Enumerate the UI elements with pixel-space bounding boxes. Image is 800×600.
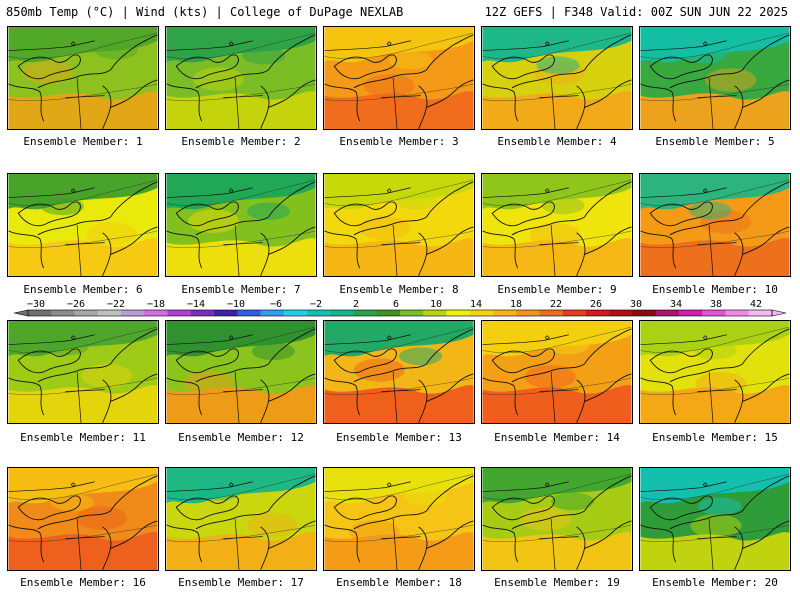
ensemble-member-caption: Ensemble Member: 7: [181, 283, 301, 296]
colorbar-swatch: [586, 310, 610, 316]
ensemble-member-map: [481, 467, 633, 571]
colorbar-max-arrow: [771, 309, 786, 317]
colorbar-tick-label: −18: [147, 299, 165, 310]
colorbar-swatch: [28, 310, 52, 316]
ensemble-member-map: [481, 26, 633, 130]
colorbar-swatch: [283, 310, 308, 316]
colorbar-tick-label: 38: [710, 299, 722, 310]
ensemble-member-map: [481, 173, 633, 277]
colorbar-swatch: [190, 310, 215, 316]
temperature-colorbar: −30 −26 −22 −18 −14 −10 −6 −2 2 6 10 14 18 22 26 30 34 38…: [14, 299, 786, 317]
ensemble-member-caption: Ensemble Member: 9: [497, 283, 617, 296]
colorbar-tick-label: 30: [630, 299, 642, 310]
colorbar-swatch: [121, 310, 145, 316]
colorbar-swatch: [562, 310, 587, 316]
ensemble-member-caption: Ensemble Member: 16: [20, 576, 146, 589]
ensemble-member-map: [323, 26, 475, 130]
colorbar-swatch: [307, 310, 331, 316]
colorbar-tick-label: −2: [310, 299, 322, 310]
ensemble-member-caption: Ensemble Member: 5: [655, 135, 775, 148]
colorbar-swatch: [679, 310, 703, 316]
ensemble-member-map: [7, 320, 159, 424]
colorbar-tick-label: −26: [67, 299, 85, 310]
colorbar-swatch: [376, 310, 401, 316]
ensemble-member-map: [165, 26, 317, 130]
colorbar-swatch: [260, 310, 285, 316]
colorbar-swatch: [237, 310, 261, 316]
colorbar-tick-label: 6: [393, 299, 399, 310]
ensemble-member-caption: Ensemble Member: 2: [181, 135, 301, 148]
colorbar-swatch: [330, 310, 354, 316]
ensemble-member-caption: Ensemble Member: 6: [23, 283, 143, 296]
ensemble-member-map: [639, 467, 791, 571]
ensemble-member-map: [323, 320, 475, 424]
ensemble-member-map: [165, 173, 317, 277]
ensemble-member-map: [7, 467, 159, 571]
ensemble-member-map: [165, 320, 317, 424]
colorbar-tick-label: 26: [590, 299, 602, 310]
colorbar-tick-label: 14: [470, 299, 482, 310]
colorbar-swatch: [632, 310, 657, 316]
colorbar-tick-label: −22: [107, 299, 125, 310]
colorbar-tick-label: 34: [670, 299, 682, 310]
colorbar-swatch: [214, 310, 238, 316]
ensemble-member-map: [481, 320, 633, 424]
colorbar-swatch: [539, 310, 564, 316]
ensemble-member-map: [639, 173, 791, 277]
colorbar-swatch: [97, 310, 122, 316]
colorbar-min-arrow: [14, 309, 29, 317]
colorbar-swatch: [167, 310, 192, 316]
colorbar-swatch: [748, 310, 773, 316]
ensemble-member-map: [323, 173, 475, 277]
ensemble-member-caption: Ensemble Member: 12: [178, 431, 304, 444]
colorbar-swatch: [446, 310, 471, 316]
colorbar-tick-label: −6: [270, 299, 282, 310]
colorbar-tick-label: 2: [353, 299, 359, 310]
colorbar-swatch: [655, 310, 680, 316]
colorbar-swatch: [423, 310, 447, 316]
ensemble-member-map: [7, 26, 159, 130]
colorbar-tick-label: 18: [510, 299, 522, 310]
colorbar-tick-label: −30: [27, 299, 45, 310]
ensemble-member-caption: Ensemble Member: 15: [652, 431, 778, 444]
ensemble-member-caption: Ensemble Member: 11: [20, 431, 146, 444]
map-title: 850mb Temp (°C) | Wind (kts) | College o…: [6, 5, 404, 19]
colorbar-tick-label: −14: [187, 299, 205, 310]
ensemble-member-caption: Ensemble Member: 13: [336, 431, 462, 444]
ensemble-member-caption: Ensemble Member: 4: [497, 135, 617, 148]
ensemble-member-caption: Ensemble Member: 14: [494, 431, 620, 444]
colorbar-tick-label: 10: [430, 299, 442, 310]
ensemble-member-map: [639, 320, 791, 424]
colorbar-swatch: [144, 310, 168, 316]
ensemble-member-map: [165, 467, 317, 571]
colorbar-tick-label: 42: [750, 299, 762, 310]
colorbar-swatch: [51, 310, 75, 316]
colorbar-swatch: [74, 310, 99, 316]
ensemble-member-caption: Ensemble Member: 3: [339, 135, 459, 148]
colorbar-tick-label: −10: [227, 299, 245, 310]
ensemble-member-map: [7, 173, 159, 277]
colorbar-swatch: [725, 310, 750, 316]
ensemble-member-caption: Ensemble Member: 20: [652, 576, 778, 589]
ensemble-member-map: [639, 26, 791, 130]
ensemble-member-caption: Ensemble Member: 1: [23, 135, 143, 148]
ensemble-member-caption: Ensemble Member: 10: [652, 283, 778, 296]
run-valid-time: 12Z GEFS | F348 Valid: 00Z SUN JUN 22 20…: [484, 5, 788, 19]
colorbar-swatch: [469, 310, 494, 316]
colorbar-swatch: [516, 310, 540, 316]
colorbar-swatch: [493, 310, 517, 316]
ensemble-member-caption: Ensemble Member: 8: [339, 283, 459, 296]
colorbar-swatch: [400, 310, 424, 316]
colorbar-swatch: [353, 310, 378, 316]
colorbar-swatch: [702, 310, 726, 316]
ensemble-member-caption: Ensemble Member: 19: [494, 576, 620, 589]
ensemble-member-caption: Ensemble Member: 18: [336, 576, 462, 589]
colorbar-swatch: [609, 310, 633, 316]
ensemble-member-caption: Ensemble Member: 17: [178, 576, 304, 589]
colorbar-tick-label: 22: [550, 299, 562, 310]
ensemble-member-map: [323, 467, 475, 571]
